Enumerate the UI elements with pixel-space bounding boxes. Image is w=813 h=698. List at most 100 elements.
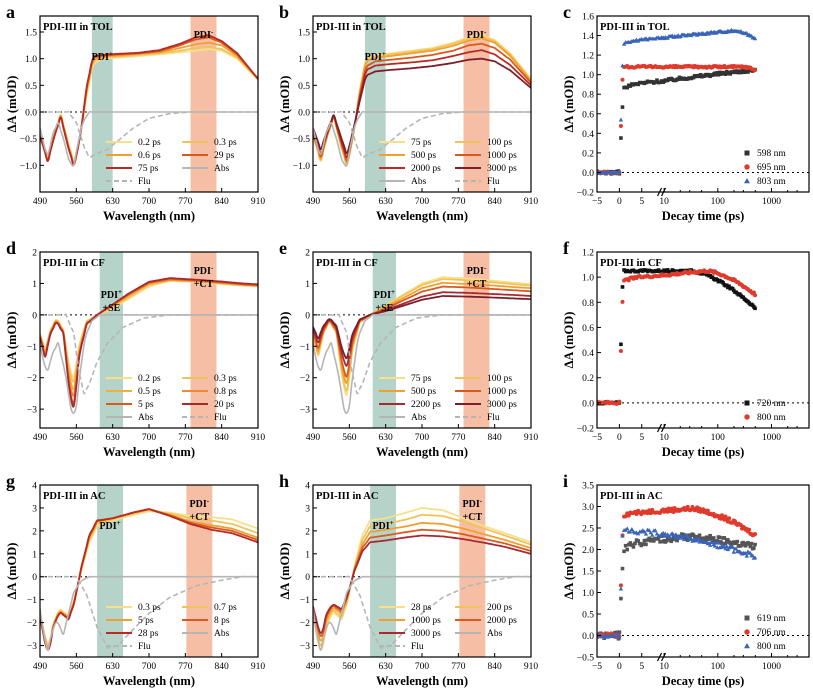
x-tick-label: 10 bbox=[659, 662, 669, 672]
panel-title: PDI-III in CF bbox=[600, 258, 662, 269]
y-tick-label: 0.6 bbox=[582, 324, 594, 334]
y-tick-label: −1 bbox=[27, 343, 37, 353]
y-tick-label: 1.2 bbox=[582, 249, 594, 259]
point bbox=[658, 540, 662, 544]
y-tick-label: −2 bbox=[300, 374, 310, 384]
legend-label: Abs bbox=[411, 177, 427, 187]
x-tick-label: 910 bbox=[251, 662, 266, 672]
panel-title: PDI-III in CF bbox=[43, 258, 105, 269]
legend-marker bbox=[744, 164, 750, 170]
legend-label: 500 ps bbox=[411, 387, 436, 397]
legend-label: 800 nm bbox=[757, 413, 786, 423]
point bbox=[634, 512, 639, 517]
y-tick-label: 0.4 bbox=[582, 349, 594, 359]
y-axis-label: ΔA (mOD) bbox=[5, 543, 19, 600]
band-label: PDI- bbox=[463, 497, 483, 510]
y-tick-label: −1 bbox=[300, 343, 310, 353]
y-tick-label: 1.2 bbox=[582, 52, 594, 62]
band-label: PDI+ bbox=[99, 519, 120, 532]
band-label: PDI- bbox=[194, 264, 214, 277]
panel-title: PDI-III in TOL bbox=[600, 22, 670, 33]
x-tick-label: 700 bbox=[142, 662, 157, 672]
point bbox=[704, 535, 709, 540]
y-tick-label: −1 bbox=[300, 596, 310, 606]
panel-title: PDI-III in AC bbox=[316, 491, 378, 502]
legend-label: Flu bbox=[138, 177, 151, 187]
band-cation-b bbox=[364, 16, 386, 192]
x-tick-label: −5 bbox=[592, 433, 602, 443]
point bbox=[712, 543, 718, 548]
series-flu bbox=[313, 575, 531, 649]
axis-break bbox=[660, 187, 667, 197]
x-tick-label: 5 bbox=[639, 433, 644, 443]
panel-letter: i bbox=[563, 471, 568, 491]
point bbox=[653, 80, 658, 84]
point bbox=[691, 533, 696, 538]
x-tick-label: −5 bbox=[592, 662, 602, 672]
y-tick-label: 2 bbox=[305, 249, 310, 259]
series-8-ps bbox=[40, 508, 258, 650]
point bbox=[644, 542, 648, 547]
y-tick-label: 0.0 bbox=[582, 169, 594, 179]
legend-label: 1000 ps bbox=[411, 616, 441, 626]
y-axis-label: ΔA (mOD) bbox=[562, 76, 576, 133]
point bbox=[620, 63, 625, 68]
point bbox=[620, 299, 625, 304]
band-label: PDI+ bbox=[365, 50, 386, 63]
point bbox=[659, 534, 664, 539]
x-tick-label: 910 bbox=[524, 197, 539, 207]
legend-label: 0.7 ps bbox=[214, 603, 237, 613]
panel-title: PDI-III in AC bbox=[43, 491, 105, 502]
point bbox=[724, 544, 729, 549]
series-flu bbox=[40, 110, 258, 159]
point bbox=[623, 543, 628, 548]
y-tick-label: 0.2 bbox=[582, 374, 594, 384]
y-tick-label: −0.5 bbox=[20, 135, 37, 145]
legend-marker bbox=[744, 615, 750, 621]
point bbox=[620, 285, 625, 289]
band-label-sup: - bbox=[484, 264, 487, 272]
band-label-sup: + bbox=[117, 519, 121, 527]
legend-label: 75 ps bbox=[411, 374, 432, 384]
y-tick-label: −3 bbox=[300, 406, 310, 416]
legend-label: 706 nm bbox=[757, 628, 786, 638]
y-tick-label: 1.5 bbox=[298, 29, 310, 39]
point bbox=[715, 71, 720, 75]
legend-label: Abs bbox=[138, 413, 154, 423]
y-axis-label: ΔA (mOD) bbox=[5, 76, 19, 133]
point bbox=[744, 553, 749, 558]
point bbox=[643, 531, 649, 536]
point bbox=[706, 537, 710, 542]
point bbox=[698, 72, 703, 77]
point bbox=[705, 508, 710, 513]
legend-label: 0.2 ps bbox=[138, 138, 161, 148]
band-cation-h bbox=[370, 485, 397, 657]
legend-label: 28 ps bbox=[138, 629, 159, 639]
y-tick-label: 0.8 bbox=[582, 91, 594, 101]
point bbox=[620, 533, 625, 538]
series-720-nm bbox=[597, 268, 757, 406]
legend-label: 0.5 ps bbox=[138, 387, 161, 397]
band-label-sup: + bbox=[118, 288, 122, 296]
y-tick-label: −2 bbox=[27, 619, 37, 629]
y-tick-label: 0.5 bbox=[298, 82, 310, 92]
legend-label: Flu bbox=[411, 642, 424, 652]
series-abs bbox=[40, 313, 258, 414]
series-flu bbox=[40, 313, 258, 395]
point bbox=[723, 72, 728, 76]
point bbox=[735, 539, 740, 544]
y-tick-label: 1.5 bbox=[25, 29, 37, 39]
plot-area bbox=[597, 268, 809, 406]
point bbox=[628, 529, 633, 534]
band-cation-a bbox=[91, 16, 113, 192]
point bbox=[642, 529, 647, 534]
point bbox=[669, 270, 673, 274]
band-label: PDI- bbox=[467, 28, 487, 41]
x-tick-label: −5 bbox=[592, 197, 602, 207]
y-tick-label: 0.5 bbox=[582, 611, 594, 621]
x-axis-label: Decay time (ps) bbox=[662, 674, 745, 688]
x-tick-label: 770 bbox=[178, 433, 193, 443]
x-tick-label: 630 bbox=[106, 662, 121, 672]
point bbox=[714, 72, 718, 77]
point bbox=[720, 541, 724, 546]
